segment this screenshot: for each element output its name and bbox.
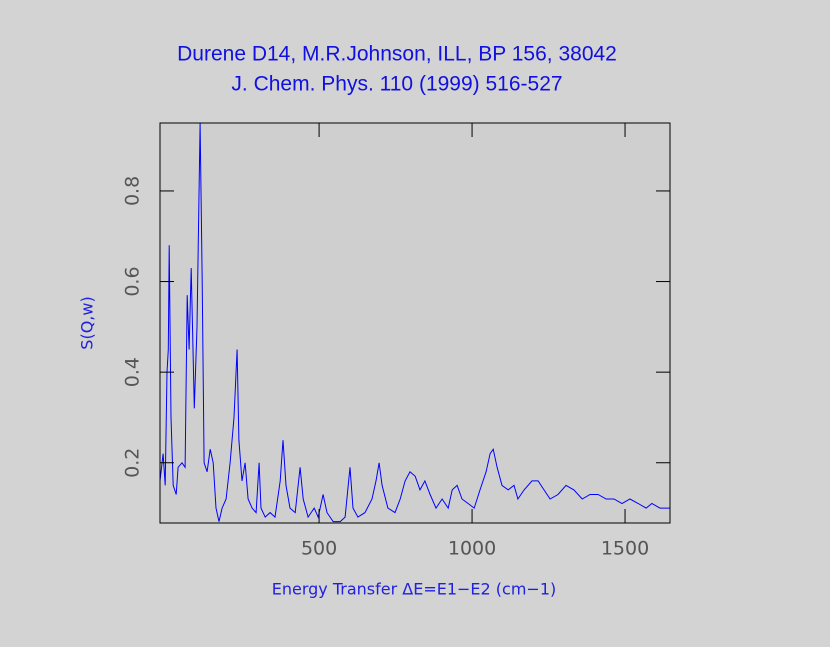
y-tick-label: 0.6 — [122, 266, 144, 296]
x-tick-label: 1500 — [601, 538, 649, 560]
plot-area — [160, 123, 670, 523]
chart-subtitle: J. Chem. Phys. 110 (1999) 516-527 — [231, 73, 562, 96]
y-tick-label: 0.2 — [122, 448, 144, 478]
y-axis-label: S(Q,w) — [78, 296, 97, 349]
x-tick-label: 1000 — [448, 538, 496, 560]
y-tick-label: 0.4 — [122, 357, 144, 387]
plot-frame — [159, 122, 671, 524]
x-tick-label: 500 — [301, 538, 337, 560]
data-line — [159, 122, 670, 523]
x-axis-label: Energy Transfer ΔE=E1−E2 (cm−1) — [272, 580, 557, 599]
chart-title: Durene D14, M.R.Johnson, ILL, BP 156, 38… — [177, 43, 617, 66]
y-tick-label: 0.8 — [122, 176, 144, 206]
